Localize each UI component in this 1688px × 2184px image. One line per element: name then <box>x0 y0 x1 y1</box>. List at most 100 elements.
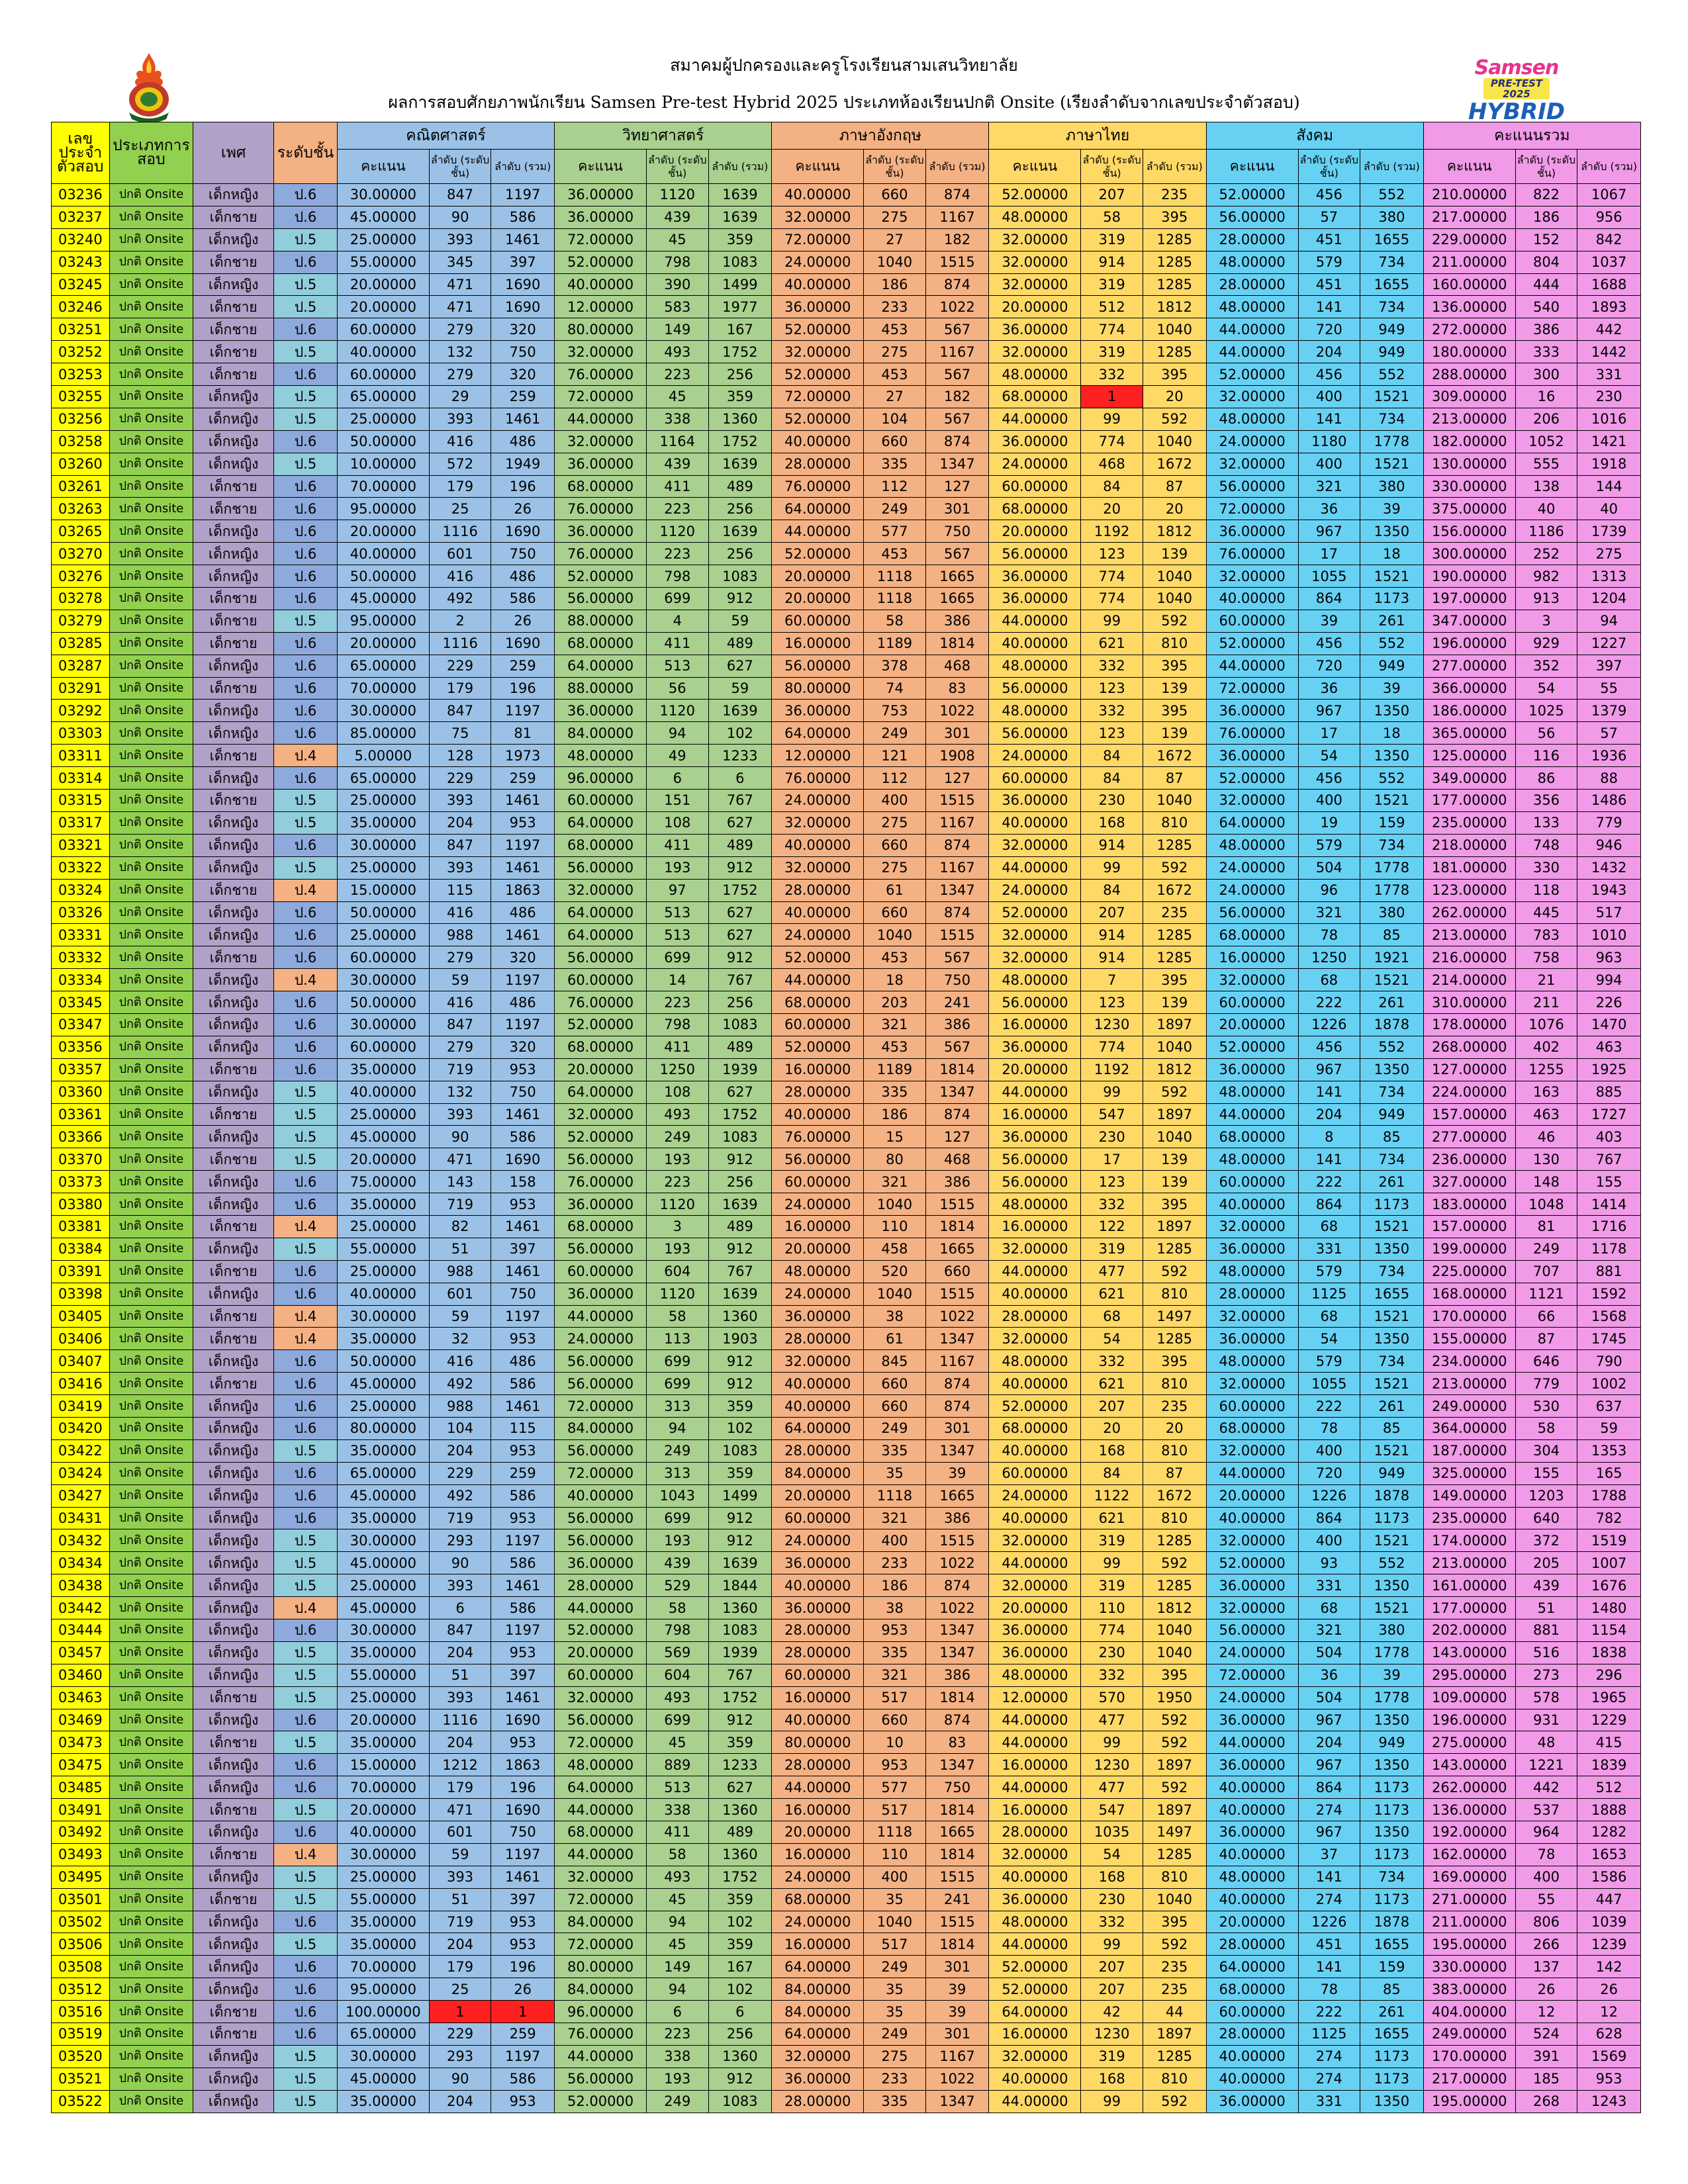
table-row: 03237 ปกติ Onsite เด็กชาย ป.6 45.00000 90 586 3… <box>51 205 1641 229</box>
cell-thai-score: 48.00000 <box>988 1193 1082 1216</box>
cell-thai-rank-all: 592 <box>1142 1080 1207 1104</box>
cell-science-score: 72.00000 <box>554 1731 647 1754</box>
table-row: 03243 ปกติ Onsite เด็กชาย ป.6 55.00000 345 397… <box>51 250 1641 274</box>
cell-social-rank-all: 380 <box>1360 1619 1424 1642</box>
cell-english-rank-all: 1022 <box>925 1304 990 1328</box>
cell-english-rank-all: 83 <box>925 676 990 700</box>
cell-science-rank-grade: 513 <box>646 1776 709 1799</box>
cell-math-rank-grade: 1 <box>428 2000 492 2024</box>
cell-math-score: 55.00000 <box>336 1888 430 1911</box>
cell-math-rank-all: 320 <box>491 318 555 341</box>
table-row: 03519 ปกติ Onsite เด็กชาย ป.6 65.00000 229 259… <box>51 2023 1641 2046</box>
cell-sex: เด็กชาย <box>193 2023 275 2046</box>
cell-social-rank-grade: 274 <box>1297 1888 1361 1911</box>
cell-total-score: 234.00000 <box>1423 1349 1516 1373</box>
cell-total-rank-all: 155 <box>1577 1170 1641 1194</box>
cell-thai-score: 48.00000 <box>988 699 1082 723</box>
table-row: 03419 ปกติ Onsite เด็กหญิง ป.6 25.00000 988 14… <box>51 1394 1641 1418</box>
cell-social-rank-all: 1350 <box>1360 1574 1424 1598</box>
cell-science-score: 56.00000 <box>554 1349 647 1373</box>
cell-sex: เด็กหญิง <box>193 1506 275 1530</box>
cell-thai-rank-all: 810 <box>1142 1282 1207 1306</box>
cell-total-score: 170.00000 <box>1423 2044 1516 2068</box>
cell-math-score: 45.00000 <box>336 1484 430 1508</box>
cell-exam-id: 03243 <box>51 250 110 274</box>
cell-social-rank-grade: 967 <box>1297 1058 1361 1081</box>
cell-math-rank-all: 953 <box>491 1506 555 1530</box>
cell-total-score: 130.00000 <box>1423 452 1516 476</box>
cell-exam-type: ปกติ Onsite <box>109 1978 194 2001</box>
cell-science-rank-grade: 1164 <box>646 430 709 453</box>
cell-exam-id: 03279 <box>51 609 110 633</box>
cell-exam-type: ปกติ Onsite <box>109 1821 194 1844</box>
cell-english-score: 52.00000 <box>771 1035 865 1059</box>
cell-sex: เด็กหญิง <box>193 856 275 880</box>
cell-english-score: 16.00000 <box>771 1686 865 1709</box>
cell-science-score: 68.00000 <box>554 1821 647 1844</box>
cell-thai-rank-grade: 230 <box>1080 789 1143 812</box>
cell-english-rank-grade: 61 <box>863 1327 926 1351</box>
cell-math-rank-grade: 393 <box>428 1574 492 1598</box>
cell-math-rank-all: 196 <box>491 475 555 498</box>
cell-total-rank-all: 1016 <box>1577 407 1641 431</box>
cell-total-rank-grade: 640 <box>1515 1506 1578 1530</box>
cell-science-score: 64.00000 <box>554 1776 647 1799</box>
cell-exam-type: ปกติ Onsite <box>109 1933 194 1956</box>
cell-english-score: 68.00000 <box>771 1888 865 1911</box>
cell-total-rank-grade: 372 <box>1515 1529 1578 1553</box>
cell-grade: ป.4 <box>273 1304 338 1328</box>
cell-social-rank-grade: 451 <box>1297 1933 1361 1956</box>
cell-total-rank-all: 512 <box>1577 1776 1641 1799</box>
cell-total-rank-grade: 881 <box>1515 1619 1578 1642</box>
cell-science-rank-grade: 798 <box>646 1619 709 1642</box>
cell-english-rank-all: 874 <box>925 183 990 206</box>
cell-thai-rank-grade: 42 <box>1080 2000 1143 2024</box>
cell-science-score: 40.00000 <box>554 1484 647 1508</box>
cell-social-rank-grade: 400 <box>1297 1529 1361 1553</box>
cell-science-rank-all: 627 <box>708 1080 773 1104</box>
cell-science-score: 44.00000 <box>554 1304 647 1328</box>
cell-exam-type: ปกติ Onsite <box>109 1529 194 1553</box>
cell-science-rank-grade: 313 <box>646 1394 709 1418</box>
cell-total-rank-all: 1839 <box>1577 1753 1641 1777</box>
cell-math-score: 20.00000 <box>336 520 430 543</box>
cell-social-rank-all: 552 <box>1360 1551 1424 1575</box>
cell-science-score: 72.00000 <box>554 1394 647 1418</box>
cell-total-rank-grade: 148 <box>1515 1170 1578 1194</box>
cell-total-score: 277.00000 <box>1423 1125 1516 1149</box>
cell-total-rank-all: 1586 <box>1577 1865 1641 1889</box>
cell-thai-rank-grade: 168 <box>1080 2067 1143 2091</box>
cell-exam-id: 03512 <box>51 1978 110 2001</box>
cell-math-rank-all: 586 <box>491 2067 555 2091</box>
cell-english-score: 32.00000 <box>771 2044 865 2068</box>
cell-exam-type: ปกติ Onsite <box>109 497 194 521</box>
cell-english-score: 76.00000 <box>771 766 865 790</box>
cell-social-rank-grade: 456 <box>1297 363 1361 387</box>
cell-math-rank-grade: 416 <box>428 1349 492 1373</box>
col-header-id: เลขประจำตัวสอบ <box>51 122 110 184</box>
cell-social-rank-all: 734 <box>1360 1259 1424 1283</box>
cell-total-rank-grade: 386 <box>1515 318 1578 341</box>
cell-thai-rank-grade: 332 <box>1080 1193 1143 1216</box>
cell-total-rank-all: 1943 <box>1577 878 1641 902</box>
cell-math-rank-grade: 2 <box>428 609 492 633</box>
cell-math-rank-all: 750 <box>491 340 555 364</box>
cell-thai-rank-grade: 1035 <box>1080 1821 1143 1844</box>
cell-math-rank-grade: 1116 <box>428 631 492 655</box>
cell-exam-type: ปกติ Onsite <box>109 1484 194 1508</box>
cell-science-rank-grade: 223 <box>646 991 709 1014</box>
cell-social-rank-all: 949 <box>1360 1103 1424 1126</box>
cell-english-rank-grade: 233 <box>863 1551 926 1575</box>
cell-math-score: 25.00000 <box>336 1214 430 1238</box>
cell-grade: ป.4 <box>273 1596 338 1619</box>
cell-grade: ป.5 <box>273 856 338 880</box>
cell-exam-id: 03366 <box>51 1125 110 1149</box>
cell-math-rank-all: 1461 <box>491 1259 555 1283</box>
cell-math-rank-all: 1461 <box>491 1574 555 1598</box>
cell-science-rank-all: 256 <box>708 2023 773 2046</box>
cell-sex: เด็กหญิง <box>193 565 275 588</box>
cell-english-rank-all: 386 <box>925 609 990 633</box>
cell-total-score: 224.00000 <box>1423 1080 1516 1104</box>
cell-math-score: 40.00000 <box>336 542 430 566</box>
cell-social-rank-grade: 579 <box>1297 1349 1361 1373</box>
